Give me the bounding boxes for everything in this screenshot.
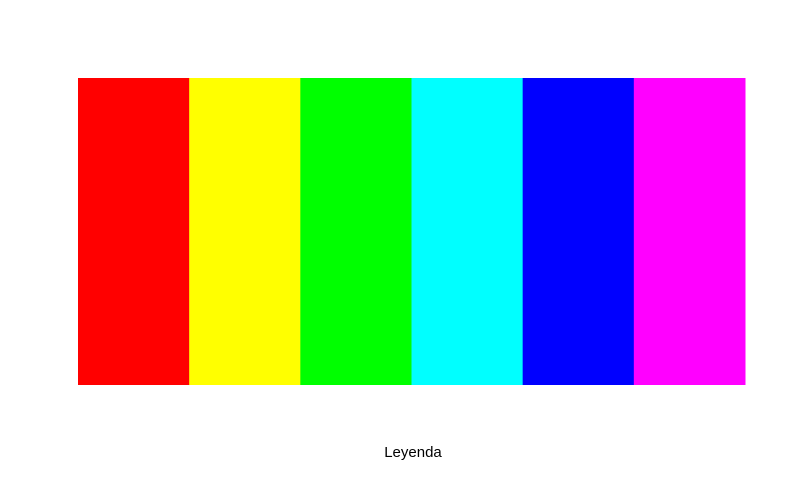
color-bar-2 (189, 78, 301, 385)
color-bar-5 (522, 78, 635, 385)
x-axis-label: Leyenda (384, 444, 442, 461)
color-bar-1 (78, 78, 190, 385)
color-bar-6 (633, 78, 746, 385)
color-bar-3 (300, 78, 412, 385)
color-bar-4 (411, 78, 524, 385)
